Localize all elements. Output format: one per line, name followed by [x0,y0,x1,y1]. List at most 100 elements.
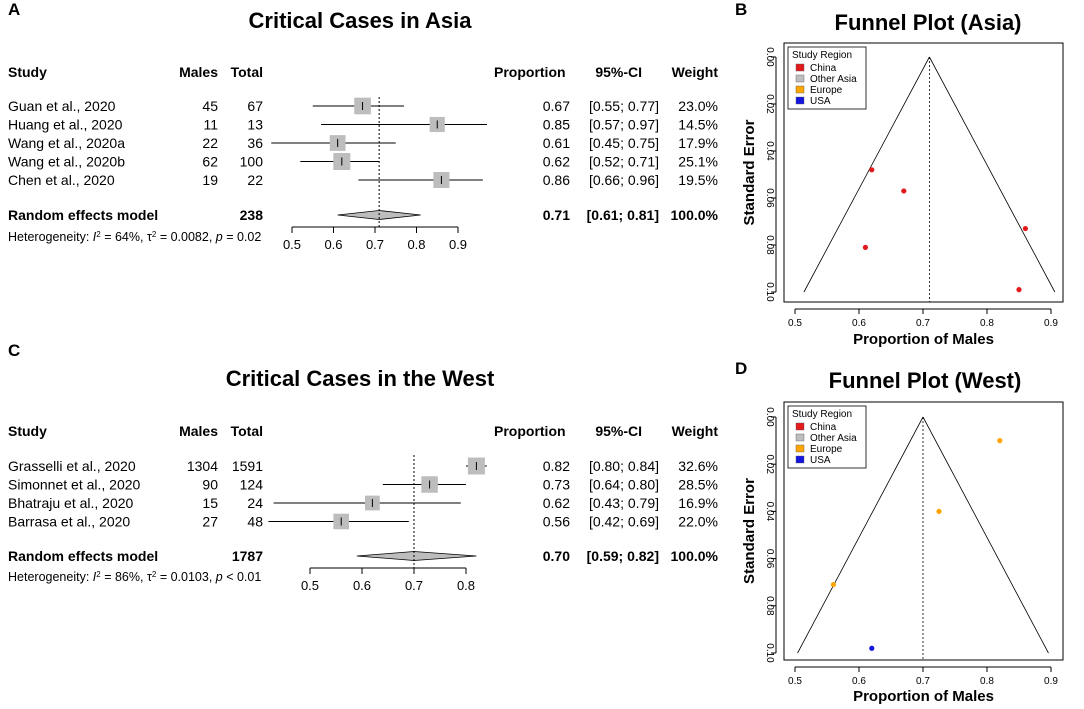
study-name: Simonnet et al., 2020 [8,477,141,493]
legend-swatch [795,96,805,105]
header-weight: Weight [672,423,719,439]
study-weight: 32.6% [678,458,718,474]
study-name: Barrasa et al., 2020 [8,514,130,530]
panel-letter: B [735,0,747,19]
funnel-plot-B: B Funnel Plot (Asia) 0.5 0.6 0.7 0.8 0.9 Propor… [735,0,1064,348]
y-tick-label: 0.08 [764,235,775,255]
model-ci: [0.61; 0.81] [587,207,659,223]
funnel-title: Funnel Plot (Asia) [835,10,1022,35]
legend-label: China [810,63,837,74]
heterogeneity-part: = 0.0103, [156,570,215,584]
heterogeneity-text: Heterogeneity: I2 = 64%, τ2 = 0.0082, p … [8,230,261,245]
study-total: 124 [240,477,264,493]
header-ci: 95%-CI [595,64,642,80]
y-axis-label: Standard Error [741,119,758,225]
header-total: Total [231,64,263,80]
header-males: Males [179,423,218,439]
funnel-point [869,645,875,651]
legend-swatch [795,433,805,442]
legend-swatch [795,444,805,453]
y-tick-label: 0.06 [764,188,775,208]
study-weight: 25.1% [678,154,718,170]
heterogeneity-part: I [93,570,97,584]
study-weight: 19.5% [678,172,718,188]
study-weight: 16.9% [678,495,718,511]
legend-swatch [795,455,805,464]
header-study: Study [8,423,47,439]
funnel-left-boundary [797,416,924,654]
heterogeneity-part: 2 [96,570,101,579]
y-tick-label: 0.10 [764,282,775,302]
heterogeneity-part: p [215,570,223,584]
legend-label: Other Asia [810,433,857,444]
legend-label: USA [810,96,831,107]
header-weight: Weight [672,64,719,80]
funnel-point [830,581,837,588]
heterogeneity-part: Heterogeneity: [8,570,93,584]
x-tick-label: 0.5 [788,318,802,329]
forest-title: Critical Cases in Asia [249,8,473,33]
x-tick-label: 0.7 [916,676,930,687]
study-weight: 28.5% [678,477,718,493]
heterogeneity-part: = 64%, [101,230,147,244]
study-weight: 23.0% [678,98,718,114]
study-proportion: 0.62 [543,495,570,511]
header-study: Study [8,64,47,80]
study-weight: 17.9% [678,135,718,151]
study-proportion: 0.67 [543,98,570,114]
heterogeneity-part: τ [147,230,152,244]
study-males: 1304 [187,458,218,474]
header-proportion: Proportion [494,64,566,80]
funnel-title: Funnel Plot (West) [829,368,1022,393]
study-total: 67 [247,98,263,114]
x-tick-label: 0.8 [980,318,994,329]
x-tick-label: 0.5 [283,237,301,252]
study-males: 11 [203,117,218,133]
model-proportion: 0.70 [543,548,570,564]
x-tick-label: 0.7 [916,318,930,329]
heterogeneity-part: < 0.01 [223,570,262,584]
study-name: Chen et al., 2020 [8,172,115,188]
x-tick-label: 0.9 [1044,676,1058,687]
x-axis-label: Proportion of Males [853,331,994,348]
study-males: 27 [202,514,218,530]
study-total: 36 [247,135,263,151]
model-weight: 100.0% [671,207,719,223]
funnel-plot-D: D Funnel Plot (West) 0.5 0.6 0.7 0.8 0.9 Propor… [735,359,1064,705]
heterogeneity-part: 2 [152,230,157,239]
header-ci: 95%-CI [595,423,642,439]
y-tick-label: 0.00 [764,47,775,67]
y-tick-label: 0.10 [764,643,775,663]
model-weight: 100.0% [671,548,719,564]
funnel-point [901,188,907,194]
heterogeneity-text: Heterogeneity: I2 = 86%, τ2 = 0.0103, p … [8,570,261,585]
legend-label: Europe [810,444,843,455]
study-total: 1591 [232,458,263,474]
x-tick-label: 0.7 [405,578,423,593]
study-proportion: 0.86 [543,172,570,188]
study-proportion: 0.62 [543,154,570,170]
funnel-left-boundary [803,56,930,293]
heterogeneity-part: Heterogeneity: [8,230,93,244]
funnel-point [1016,287,1022,293]
model-total: 238 [240,207,264,223]
forest-title: Critical Cases in the West [226,366,495,391]
panel-letter: D [735,359,747,378]
study-total: 13 [247,117,263,133]
study-proportion: 0.85 [543,117,570,133]
funnel-point [862,244,869,250]
forest-plot-A: A Critical Cases in Asia Study Males Total Pr… [8,0,719,252]
study-males: 62 [202,154,218,170]
y-tick-label: 0.00 [764,407,775,427]
x-tick-label: 0.8 [980,676,994,687]
funnel-right-boundary [929,56,1056,293]
x-tick-label: 0.9 [449,237,467,252]
y-tick-label: 0.02 [764,94,775,114]
study-ci: [0.43; 0.79] [589,495,659,511]
study-total: 24 [247,495,263,511]
legend-swatch [795,422,805,431]
y-tick-label: 0.06 [764,549,775,569]
legend-swatch [795,85,805,94]
model-ci: [0.59; 0.82] [587,548,659,564]
funnel-point [936,508,942,514]
